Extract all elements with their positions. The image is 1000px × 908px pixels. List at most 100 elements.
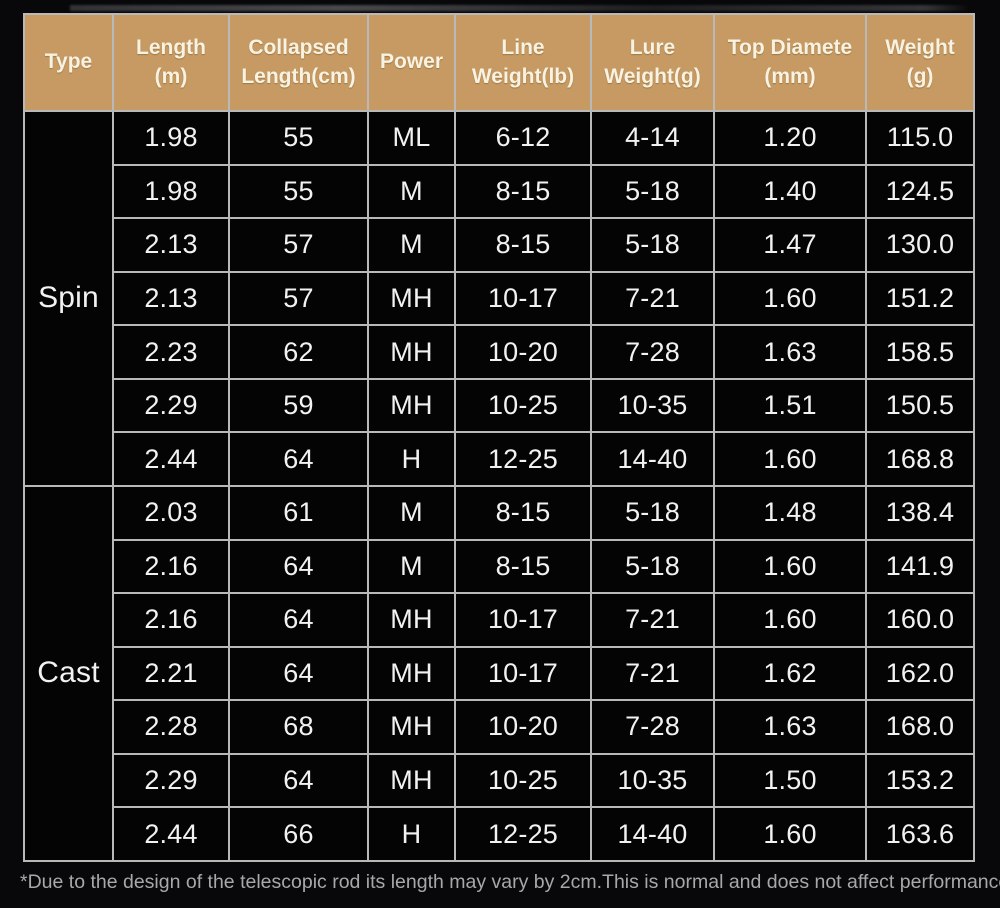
cell-lure_weight: 10-35 (590, 377, 715, 434)
table-row-spin-7: 2.44 64 H 12-25 14-40 1.60 168.8 (24, 431, 975, 487)
cell-collapsed_length: 64 (228, 538, 369, 595)
cell-weight_g: 168.8 (865, 431, 975, 487)
table-row-cast-4: 2.21 64 MH 10-17 7-21 1.62 162.0 (24, 645, 975, 702)
column-header-label-line: Power (379, 50, 444, 74)
cell-collapsed_length: 64 (228, 752, 369, 809)
column-header-weight_g: Weight (g) (865, 13, 975, 112)
cell-line_weight: 8-15 (454, 163, 592, 220)
type-group-cell-spin: Spin (23, 110, 114, 487)
cell-weight_g: 153.2 (865, 752, 975, 809)
column-header-collapsed_length: Collapsed Length(cm) (228, 13, 369, 112)
cell-line_weight: 12-25 (454, 431, 592, 487)
cell-length_m: 2.44 (112, 806, 230, 862)
cell-top_diameter: 1.60 (713, 806, 867, 862)
cell-lure_weight: 5-18 (590, 217, 715, 273)
column-header-label-line: Type (44, 50, 93, 74)
cell-collapsed_length: 57 (228, 217, 369, 273)
table-row-cast-6: 2.29 64 MH 10-25 10-35 1.50 153.2 (24, 752, 975, 809)
column-header-label-line: Line (501, 36, 545, 60)
cell-weight_g: 162.0 (865, 645, 975, 702)
header-row: Type Length (m) Collapsed Length(cm) Power Lin… (23, 13, 975, 112)
footnote-text: *Due to the design of the telescopic rod… (20, 871, 1000, 893)
cell-top_diameter: 1.63 (713, 699, 867, 755)
cell-line_weight: 10-25 (454, 752, 592, 809)
cell-collapsed_length: 55 (228, 163, 369, 220)
cell-weight_g: 168.0 (865, 699, 975, 755)
cell-line_weight: 8-15 (454, 538, 592, 595)
cell-top_diameter: 1.20 (713, 110, 867, 166)
cell-lure_weight: 10-35 (590, 752, 715, 809)
cell-collapsed_length: 59 (228, 377, 369, 434)
cell-power: MH (367, 752, 456, 809)
cell-length_m: 1.98 (112, 163, 230, 220)
column-header-label-line: (mm) (764, 64, 816, 88)
cell-power: MH (367, 699, 456, 755)
cell-weight_g: 163.6 (865, 806, 975, 862)
column-header-length_m: Length (m) (112, 13, 230, 112)
cell-power: M (367, 484, 456, 541)
rod-spec-table: Type Length (m) Collapsed Length(cm) Power Lin… (23, 13, 975, 863)
cell-top_diameter: 1.60 (713, 431, 867, 487)
column-header-line_weight: Line Weight(lb) (454, 13, 592, 112)
cell-line_weight: 10-20 (454, 324, 592, 380)
cell-length_m: 1.98 (112, 110, 230, 166)
column-header-lure_weight: Lure Weight(g) (590, 13, 715, 112)
type-group-cell-cast: Cast (23, 484, 114, 863)
cell-line_weight: 10-25 (454, 377, 592, 434)
cell-top_diameter: 1.63 (713, 324, 867, 380)
table-row-cast-7: 2.44 66 H 12-25 14-40 1.60 163.6 (24, 806, 975, 862)
cell-length_m: 2.03 (112, 484, 230, 541)
background-light-streak (70, 5, 970, 11)
column-header-label-line: Length (136, 36, 206, 60)
cell-power: M (367, 217, 456, 273)
cell-line_weight: 12-25 (454, 806, 592, 862)
cell-power: M (367, 538, 456, 595)
cell-top_diameter: 1.50 (713, 752, 867, 809)
cell-top_diameter: 1.60 (713, 592, 867, 648)
column-header-label-line: Collapsed (248, 36, 349, 60)
cell-top_diameter: 1.60 (713, 538, 867, 595)
cell-collapsed_length: 64 (228, 645, 369, 702)
column-header-label-line: Lure (629, 36, 676, 60)
cell-weight_g: 130.0 (865, 217, 975, 273)
cell-collapsed_length: 66 (228, 806, 369, 862)
cell-power: M (367, 163, 456, 220)
cell-line_weight: 8-15 (454, 484, 592, 541)
cell-weight_g: 150.5 (865, 377, 975, 434)
table-row-cast-3: 2.16 64 MH 10-17 7-21 1.60 160.0 (24, 592, 975, 648)
cell-lure_weight: 7-28 (590, 699, 715, 755)
cell-lure_weight: 5-18 (590, 538, 715, 595)
cell-top_diameter: 1.48 (713, 484, 867, 541)
cell-weight_g: 138.4 (865, 484, 975, 541)
cell-power: MH (367, 645, 456, 702)
cell-length_m: 2.13 (112, 217, 230, 273)
cell-collapsed_length: 64 (228, 592, 369, 648)
column-header-label-line: Weight(g) (604, 64, 701, 88)
table-row-spin-1: Spin 1.98 55 ML 6-12 4-14 1.20 115.0 (23, 110, 975, 487)
cell-power: ML (367, 110, 456, 166)
cell-weight_g: 160.0 (865, 592, 975, 648)
table-row-spin-3: 2.13 57 M 8-15 5-18 1.47 130.0 (24, 217, 975, 273)
cell-length_m: 2.44 (112, 431, 230, 487)
cell-line_weight: 10-17 (454, 592, 592, 648)
table-header: Type Length (m) Collapsed Length(cm) Power Lin… (23, 13, 975, 112)
cell-collapsed_length: 61 (228, 484, 369, 541)
cell-top_diameter: 1.40 (713, 163, 867, 220)
table-row-spin-5: 2.23 62 MH 10-20 7-28 1.63 158.5 (24, 324, 975, 380)
cell-collapsed_length: 64 (228, 431, 369, 487)
cell-weight_g: 115.0 (865, 110, 975, 166)
cell-weight_g: 124.5 (865, 163, 975, 220)
cell-lure_weight: 7-28 (590, 324, 715, 380)
cell-length_m: 2.16 (112, 538, 230, 595)
cell-length_m: 2.29 (112, 377, 230, 434)
cell-collapsed_length: 57 (228, 270, 369, 327)
table-body: Spin 1.98 55 ML 6-12 4-14 1.20 115.0 1.98 55 M 8-15… (23, 110, 975, 863)
cell-line_weight: 10-20 (454, 699, 592, 755)
cell-lure_weight: 14-40 (590, 806, 715, 862)
cell-lure_weight: 5-18 (590, 484, 715, 541)
column-header-label-line: Weight(lb) (471, 64, 575, 88)
cell-length_m: 2.23 (112, 324, 230, 380)
column-header-label-line: Length(cm) (241, 64, 356, 88)
cell-collapsed_length: 62 (228, 324, 369, 380)
